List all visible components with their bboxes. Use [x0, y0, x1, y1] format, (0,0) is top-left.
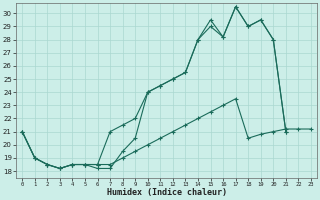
X-axis label: Humidex (Indice chaleur): Humidex (Indice chaleur): [107, 188, 227, 197]
